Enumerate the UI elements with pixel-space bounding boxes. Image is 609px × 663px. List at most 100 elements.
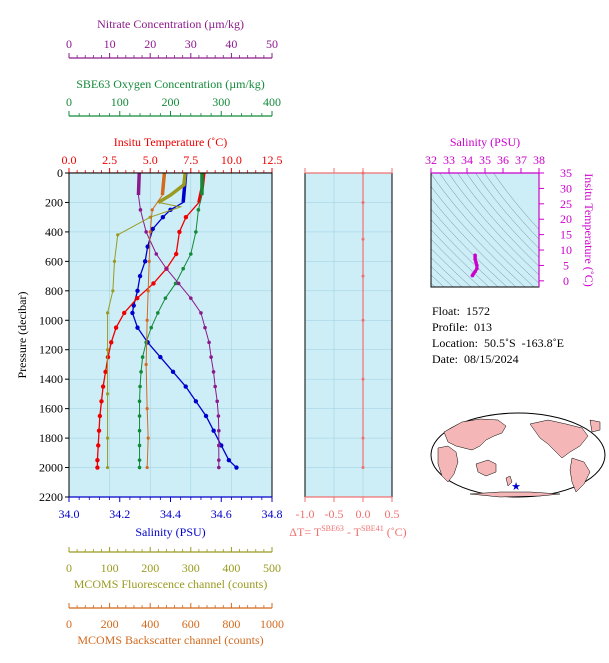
map-land-africa [437,445,459,483]
temperature-point [122,310,127,316]
ts-x-tick-label: 38 [533,153,545,167]
ts-y-tick-label: 15 [560,228,572,242]
nitrate-surface-segment [136,172,141,196]
ts-point [473,257,477,262]
ts-y-tick-label: 30 [560,181,572,195]
ts-point [471,272,476,276]
fluorescence-series [105,172,187,470]
ts-plot-area [431,173,539,287]
pressure-tick-label: 1800 [39,431,63,445]
ts-density-contour [439,173,539,284]
fluorescence-point [105,392,110,396]
temperature-tick-label: 0.0 [62,153,77,167]
delta-t-point [361,274,365,278]
backscatter-tick-label: 600 [182,617,200,631]
ts-density-contour [431,219,499,287]
fluorescence-point [111,289,115,293]
fluorescence-point [105,465,110,470]
delta-t-tick-label: 0.0 [356,507,371,521]
world-map: ★ [430,412,606,498]
pressure-tick-label: 2000 [39,461,63,475]
fluorescence-tick-label: 300 [182,561,200,575]
backscatter-point [145,318,149,322]
map-land-australia [475,459,497,477]
map-land-asia [443,418,507,451]
temperature-point [96,443,101,448]
pressure-tick-label: 200 [45,195,63,209]
temperature-axis-label: Insitu Temperature (˚C) [114,135,228,149]
nitrate-tick-label: 50 [266,37,278,51]
pressure-tick-label: 1400 [39,372,63,386]
delta-t-point [361,466,365,470]
nitrate-axis: 0 10 20 30 40 50 Nitrate Concentration (µm/kg) [66,17,278,59]
oxygen-point [137,414,142,418]
temperature-point [109,340,114,345]
pressure-tick-label: 400 [45,225,63,239]
delta-t-point [361,237,365,241]
pressure-tick-label: 0 [57,166,63,180]
nitrate-point [213,384,217,389]
salinity-tick-label: 34.0 [59,507,80,521]
float-location-star-icon: ★ [511,481,521,493]
location-value: 50.5˚S -163.8˚E [483,336,564,350]
oxygen-point [194,230,198,234]
delta-t-label-unit: (˚C) [384,525,407,539]
fluorescence-point [105,311,110,315]
map-land-greenland [589,419,601,433]
float-info-float: Float: 1572 [432,304,490,319]
map-land-north-america [529,419,589,459]
salinity-point [137,273,143,279]
top-axes: 0 10 20 30 40 50 Nitrate Concentration (µm/kg)… [62,17,283,174]
nitrate-point [211,370,216,374]
fluorescence-tick-label: 400 [222,561,240,575]
nitrate-tick-label: 20 [144,37,156,51]
fluorescence-tick-label: 100 [101,561,119,575]
backscatter-tick-label: 1000 [260,617,284,631]
oxygen-point [137,458,142,462]
backscatter-point [147,259,151,263]
float-info-location: Location: 50.5˚S -163.8˚E [432,336,564,351]
temperature-point [99,399,104,404]
oxygen-point [137,399,142,404]
backscatter-point [148,230,152,234]
nitrate-tick-label: 10 [104,37,116,51]
ts-y-tick-label: 0 [563,274,569,288]
backscatter-tick-label: 0 [66,617,72,631]
temperature-tick-label: 10.0 [221,153,242,167]
profile-plot-area [69,173,272,497]
fluorescence-point [105,348,110,352]
backscatter-axis: 0 200 400 600 800 1000 MCOMS Backscatter chann… [66,603,284,647]
ts-xlabel: Salinity (PSU) [450,135,520,149]
salinity-point [193,399,199,404]
delta-t-tick-label: -0.5 [325,507,344,521]
date-value: 08/15/2024 [464,352,519,366]
pressure-tick-label: 800 [45,284,63,298]
fluorescence-point [116,233,120,237]
delta-t-axis-label: ΔT= TSBE63 - TSBE41 (˚C) [289,524,406,539]
nitrate-point [217,428,221,433]
nitrate-point [216,414,221,418]
salinity-point [135,325,140,330]
profile-label: Profile: [432,320,468,334]
location-label: Location: [432,336,478,350]
ts-points [470,253,479,278]
salinity-tick-label: 34.4 [160,507,181,521]
oxygen-tick-label: 0 [66,95,72,109]
backscatter-point [150,208,154,212]
oxygen-point [181,266,185,271]
salinity-point [135,288,140,294]
oxygen-point [156,311,160,315]
delta-t-tick-label: -1.0 [296,507,315,521]
ts-density-contour [466,173,539,258]
oxygen-axis: 0 100 200 300 400 SBE63 Oxygen Concentration … [66,77,281,117]
fluorescence-tick-label: 0 [66,561,72,575]
nitrate-point [207,340,211,345]
map-land-antarctica [469,491,561,498]
temperature-point [95,465,100,470]
temperature-point [151,281,156,286]
ts-density-contour [431,185,526,287]
nitrate-point [189,296,193,300]
backscatter-point [146,436,150,440]
ts-density-contour [431,197,517,287]
backscatter-tick-label: 400 [141,617,159,631]
